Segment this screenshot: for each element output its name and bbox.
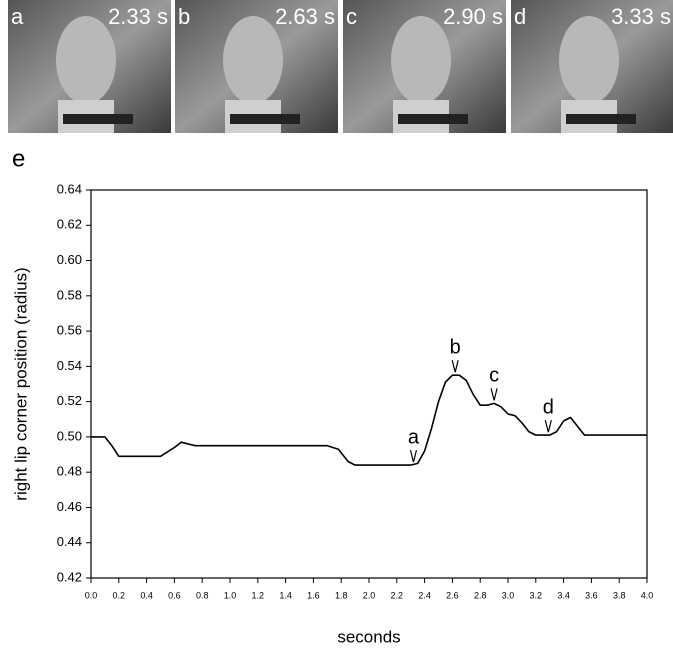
- x-tick-label: 2.4: [418, 590, 431, 600]
- annotation-label: b: [450, 336, 461, 358]
- y-tick-label: 0.50: [57, 428, 82, 443]
- annotation-arrow: [409, 449, 418, 463]
- x-tick-label: 1.6: [307, 590, 320, 600]
- face: [391, 16, 451, 104]
- y-tick-label: 0.48: [57, 464, 82, 479]
- x-tick-label: 0.4: [140, 590, 153, 600]
- x-tick-label: 2.0: [363, 590, 376, 600]
- panel-letter: b: [178, 4, 190, 29]
- x-tick-label: 3.6: [585, 590, 598, 600]
- y-tick-label: 0.44: [57, 534, 82, 549]
- panel-time: 3.33 s: [611, 4, 671, 29]
- panel-time: 2.33 s: [108, 4, 168, 29]
- y-tick-label: 0.42: [57, 569, 82, 584]
- x-tick-label: 2.2: [391, 590, 404, 600]
- x-tick-label: 0.2: [113, 590, 126, 600]
- x-tick-label: 1.2: [252, 590, 265, 600]
- data-line: [91, 374, 647, 466]
- x-tick-label: 4.0: [641, 590, 654, 600]
- x-tick-label: 2.8: [474, 590, 487, 600]
- y-tick-label: 0.54: [57, 358, 82, 373]
- panel-letter: a: [11, 4, 24, 29]
- face: [223, 16, 283, 104]
- y-tick-label: 0.64: [57, 181, 82, 196]
- y-tick-label: 0.60: [57, 252, 82, 267]
- timecode: [566, 114, 636, 124]
- x-tick-label: 3.2: [530, 590, 543, 600]
- timecode: [398, 114, 468, 124]
- annotation-label: a: [408, 426, 420, 448]
- panel-label: e: [12, 145, 25, 172]
- photo-strip: a 2.33 s b 2.63 s c 2.90 s d 3.33 s: [8, 0, 673, 133]
- annotation-arrow: [451, 360, 459, 373]
- x-tick-label: 3.0: [502, 590, 515, 600]
- y-axis-label: right lip corner position (radius): [11, 267, 30, 500]
- timecode: [63, 114, 133, 124]
- plot-frame: [90, 189, 648, 579]
- panel-time: 2.90 s: [443, 4, 503, 29]
- x-tick-label: 3.4: [557, 590, 570, 600]
- x-tick-label: 3.8: [613, 590, 626, 600]
- face: [559, 16, 619, 104]
- y-tick-label: 0.56: [57, 323, 82, 338]
- y-tick-label: 0.52: [57, 393, 82, 408]
- x-tick-label: 0.0: [85, 590, 98, 600]
- annotation-arrow: [490, 388, 498, 401]
- panel-time: 2.63 s: [275, 4, 335, 29]
- x-tick-label: 1.8: [335, 590, 348, 600]
- annotation-label: d: [543, 396, 554, 418]
- x-tick-label: 1.0: [224, 590, 237, 600]
- x-tick-label: 0.8: [196, 590, 209, 600]
- y-tick-label: 0.46: [57, 499, 82, 514]
- x-tick-label: 0.6: [168, 590, 181, 600]
- timecode: [230, 114, 300, 124]
- annotation-arrow: [544, 419, 552, 433]
- panel-letter: c: [346, 4, 357, 29]
- y-tick-label: 0.62: [57, 217, 82, 232]
- x-tick-label: 2.6: [446, 590, 459, 600]
- y-tick-label: 0.58: [57, 287, 82, 302]
- panel-letter: d: [514, 4, 526, 29]
- x-axis-label: seconds: [337, 627, 400, 646]
- annotation-label: c: [489, 365, 499, 387]
- face: [56, 16, 116, 104]
- x-tick-label: 1.4: [279, 590, 292, 600]
